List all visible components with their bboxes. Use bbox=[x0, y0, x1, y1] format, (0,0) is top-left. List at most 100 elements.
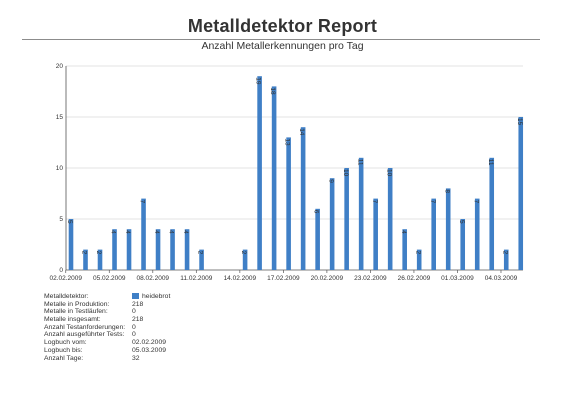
data-label: 11 bbox=[487, 159, 494, 166]
info-value-text: 0 bbox=[132, 331, 136, 339]
info-value-text: 02.02.2009 bbox=[132, 339, 167, 347]
y-tick-label: 20 bbox=[56, 63, 64, 70]
x-tick-labels: 02.02.2009 05.02.2009 08.02.2009 11.02.2009… bbox=[49, 275, 517, 282]
info-label: Logbuch vom: bbox=[44, 339, 87, 347]
bar bbox=[300, 127, 306, 270]
x-tick-label: 26.02.2009 bbox=[398, 275, 431, 282]
bar bbox=[170, 229, 175, 270]
bar bbox=[358, 157, 364, 270]
data-label: 2 bbox=[501, 251, 508, 255]
data-labels: 5 2 2 4 4 7 4 4 4 2 2 19 18 13 14 6 9 10 11 7 10 4 2 7 8 5 7 11 2 15 bbox=[66, 77, 523, 254]
data-label: 5 bbox=[458, 220, 465, 224]
info-value-text: 05.03.2009 bbox=[132, 346, 167, 354]
bar bbox=[271, 86, 277, 271]
report-subtitle: Anzahl Metallerkennungen pro Tag bbox=[201, 40, 364, 52]
x-tick-label: 11.02.2009 bbox=[180, 275, 212, 282]
data-label: 2 bbox=[81, 251, 88, 255]
bar bbox=[155, 229, 161, 270]
bar bbox=[199, 249, 204, 270]
info-value-text: 0 bbox=[132, 323, 136, 331]
y-tick-label: 5 bbox=[59, 216, 63, 223]
info-value-text: 0 bbox=[132, 308, 136, 316]
y-tick-label: 0 bbox=[59, 267, 63, 274]
bar bbox=[474, 198, 480, 270]
x-tick-label: 23.02.2009 bbox=[354, 275, 387, 282]
bar bbox=[373, 198, 378, 270]
info-label: Anzahl Testanforderungen: bbox=[44, 323, 126, 331]
header-rule bbox=[22, 39, 540, 40]
info-label: Logbuch bis: bbox=[44, 346, 83, 354]
data-label: 4 bbox=[168, 230, 175, 234]
data-label: 2 bbox=[197, 251, 204, 255]
data-label: 4 bbox=[400, 230, 407, 234]
bar bbox=[431, 198, 436, 270]
info-value: 0 bbox=[132, 331, 136, 339]
bar bbox=[242, 249, 248, 270]
data-label: 4 bbox=[153, 230, 160, 234]
x-tick-label: 04.03.2009 bbox=[485, 275, 518, 282]
data-label: 8 bbox=[443, 189, 450, 193]
bar bbox=[68, 219, 74, 270]
bar bbox=[315, 208, 320, 270]
bar bbox=[445, 188, 451, 270]
bar bbox=[344, 168, 349, 270]
legend-entry: heidebrot bbox=[132, 293, 170, 301]
bar bbox=[518, 117, 524, 270]
info-value-text: 218 bbox=[132, 316, 144, 324]
bar bbox=[112, 229, 117, 270]
bar bbox=[257, 76, 262, 270]
data-label: 10 bbox=[385, 169, 392, 177]
info-label: Metalldetektor: bbox=[44, 293, 89, 300]
x-tick-label: 02.02.2009 bbox=[49, 275, 82, 282]
data-label: 11 bbox=[356, 159, 363, 166]
axes bbox=[65, 66, 523, 273]
info-value: 218 bbox=[132, 316, 143, 324]
x-tick-label: 14.02.2009 bbox=[224, 275, 257, 282]
data-label: 4 bbox=[110, 230, 117, 234]
bar bbox=[402, 229, 407, 270]
info-value: 218 bbox=[132, 301, 143, 309]
bar bbox=[184, 229, 190, 270]
data-label: 4 bbox=[182, 230, 189, 234]
data-label: 19 bbox=[255, 77, 262, 85]
info-label: Anzahl Tage: bbox=[44, 354, 84, 362]
report-title: Metalldetektor Report bbox=[187, 16, 378, 36]
bar bbox=[286, 137, 291, 270]
data-label: 10 bbox=[342, 169, 349, 177]
info-value: 0 bbox=[132, 308, 136, 316]
y-tick-label: 15 bbox=[56, 114, 64, 121]
x-tick-label: 05.02.2009 bbox=[93, 275, 126, 282]
data-label: 2 bbox=[240, 251, 247, 255]
bar bbox=[126, 229, 132, 270]
grid-lines bbox=[66, 65, 523, 220]
legend-label: heidebrot bbox=[142, 293, 171, 300]
bar bbox=[416, 249, 422, 270]
info-label: Metalle insgesamt: bbox=[44, 316, 101, 324]
data-label: 13 bbox=[284, 138, 291, 146]
data-label: 7 bbox=[429, 200, 436, 204]
data-label: 7 bbox=[371, 200, 378, 204]
info-label: Anzahl ausgeführter Tests: bbox=[44, 331, 125, 339]
bar-chart: 52 24 474 4 42 21918131469101171042785711215 … bbox=[49, 63, 524, 282]
data-label: 4 bbox=[124, 230, 131, 234]
bar bbox=[83, 249, 88, 270]
y-tick-label: 10 bbox=[56, 165, 64, 172]
bar bbox=[387, 168, 393, 270]
x-tick-label: 08.02.2009 bbox=[137, 275, 170, 282]
data-label: 15 bbox=[516, 118, 523, 126]
bar bbox=[489, 157, 495, 270]
info-value-text: 218 bbox=[132, 300, 144, 308]
info-label: Metalle in Produktion: bbox=[44, 300, 110, 308]
info-value: 02.02.2009 bbox=[132, 339, 166, 347]
data-label: 14 bbox=[298, 128, 305, 136]
data-label: 2 bbox=[414, 251, 421, 255]
legend-swatch bbox=[132, 293, 139, 299]
data-label: 5 bbox=[66, 220, 73, 224]
info-value: 05.03.2009 bbox=[132, 347, 166, 355]
y-tick-labels: 0 5 10 15 20 bbox=[56, 63, 64, 274]
data-label: 7 bbox=[139, 200, 146, 204]
x-tick-label: 17.02.2009 bbox=[267, 275, 300, 282]
info-value: 32 bbox=[132, 355, 140, 363]
data-label: 18 bbox=[269, 87, 276, 95]
info-label: Metalle in Testläufen: bbox=[44, 308, 108, 316]
